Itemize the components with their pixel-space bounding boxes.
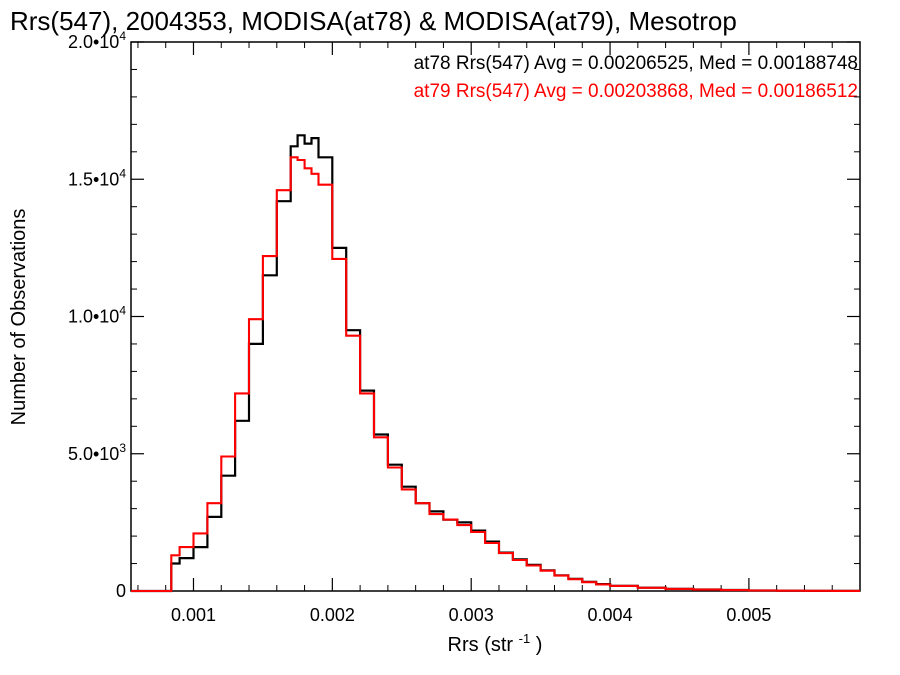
- x-axis-label-base: Rrs (str: [448, 634, 514, 656]
- y-tick-label: 1.5•104: [68, 166, 126, 189]
- x-tick-label: 0.003: [449, 605, 494, 625]
- y-tick-label-base: 2.0•10: [68, 32, 119, 52]
- legend-at78: at78 Rrs(547) Avg = 0.00206525, Med = 0.…: [414, 53, 858, 74]
- y-tick-label-base: 5.0•10: [68, 444, 119, 464]
- legend-at79: at79 Rrs(547) Avg = 0.00203868, Med = 0.…: [414, 81, 858, 102]
- y-axis-label: Number of Observations: [8, 209, 30, 426]
- x-tick-label: 0.002: [310, 605, 355, 625]
- y-tick-label-base: 1.0•10: [68, 307, 119, 327]
- y-tick-label-base: 0: [116, 581, 126, 601]
- y-tick-exponent: 4: [119, 166, 126, 180]
- x-axis-label-exponent: -1: [519, 631, 531, 646]
- y-tick-label: 5.0•103: [68, 441, 126, 464]
- x-tick-label: 0.005: [726, 605, 771, 625]
- x-tick-label: 0.004: [588, 605, 633, 625]
- x-axis-label-close: ): [536, 634, 543, 656]
- plot-frame: [130, 41, 861, 592]
- y-tick-exponent: 4: [119, 29, 126, 43]
- series-at78-line: [131, 134, 860, 593]
- y-tick-label: 2.0•104: [68, 29, 126, 52]
- y-tick-exponent: 3: [119, 441, 126, 455]
- y-tick-exponent: 4: [119, 304, 126, 318]
- y-tick-label: 1.0•104: [68, 304, 126, 327]
- series-at79-line: [131, 156, 860, 593]
- x-tick-label: 0.001: [171, 605, 216, 625]
- chart-title: Rrs(547), 2004353, MODISA(at78) & MODISA…: [10, 6, 737, 36]
- x-axis-label: Rrs (str -1 ): [448, 626, 543, 656]
- y-tick-label-base: 1.5•10: [68, 169, 119, 189]
- y-tick-label: 0: [116, 581, 126, 601]
